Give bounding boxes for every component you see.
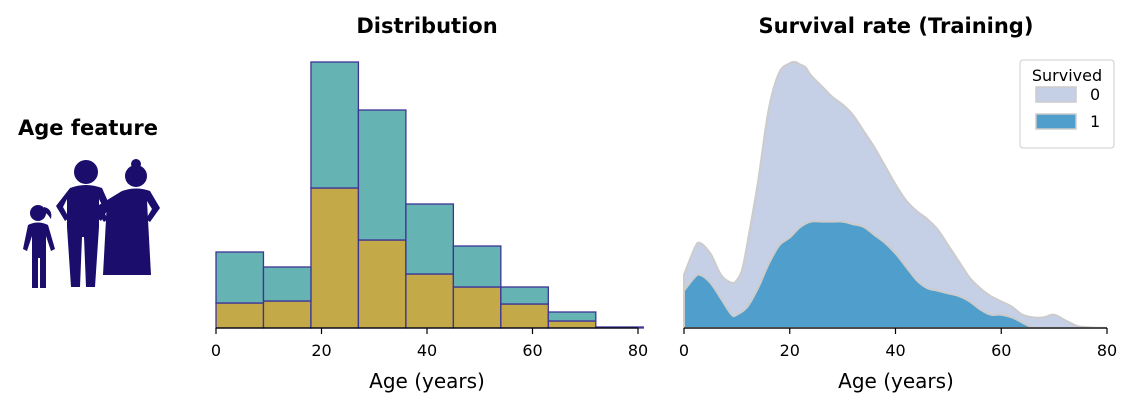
histogram-bar xyxy=(500,303,549,329)
histogram-bar xyxy=(452,286,502,329)
x-tick-label: 0 xyxy=(211,341,221,360)
histogram-bar xyxy=(262,300,312,329)
histogram-bar xyxy=(215,251,265,304)
feature-title: Age feature xyxy=(18,116,158,140)
legend-swatch xyxy=(1035,113,1077,130)
histogram-bar xyxy=(310,61,360,189)
distribution-chart: Distribution 0 20 40 60 80 Age (years) xyxy=(211,14,648,393)
survival-chart: Survival rate (Training) 0 20 40 60 80 Age (… xyxy=(679,14,1117,393)
histogram-bar xyxy=(547,320,597,329)
legend-label: 0 xyxy=(1090,85,1100,104)
legend: Survived 0 1 xyxy=(1019,59,1115,149)
x-tick-label: 20 xyxy=(311,341,331,360)
x-tick-label: 40 xyxy=(417,341,437,360)
legend-title: Survived xyxy=(1032,66,1102,85)
man-icon xyxy=(56,160,110,287)
chart-title: Survival rate (Training) xyxy=(759,14,1034,38)
x-tick-label: 60 xyxy=(522,341,542,360)
x-axis-label: Age (years) xyxy=(369,369,485,393)
legend-label: 1 xyxy=(1090,112,1100,131)
chart-title: Distribution xyxy=(356,14,497,38)
woman-icon xyxy=(94,159,160,275)
histogram-bar xyxy=(500,286,549,305)
histogram-bar xyxy=(215,302,265,329)
x-axis-label: Age (years) xyxy=(838,369,954,393)
x-tick-label: 20 xyxy=(780,341,800,360)
density-area-1 xyxy=(683,220,1034,329)
histogram-bar xyxy=(357,239,407,329)
girl-icon xyxy=(23,205,55,288)
histogram-bar xyxy=(405,203,455,275)
histogram-bar xyxy=(310,187,360,329)
histogram-bar xyxy=(452,245,502,288)
histogram-bar xyxy=(405,273,455,329)
histogram-bar xyxy=(547,311,597,322)
x-tick-label: 40 xyxy=(885,341,905,360)
x-tick-label: 80 xyxy=(628,341,648,360)
histogram-bar xyxy=(357,109,407,241)
x-tick-label: 80 xyxy=(1097,341,1117,360)
people-icons xyxy=(23,159,160,288)
x-tick-label: 60 xyxy=(991,341,1011,360)
legend-swatch xyxy=(1035,86,1077,103)
x-tick-label: 0 xyxy=(679,341,689,360)
histogram-bar xyxy=(262,266,312,302)
